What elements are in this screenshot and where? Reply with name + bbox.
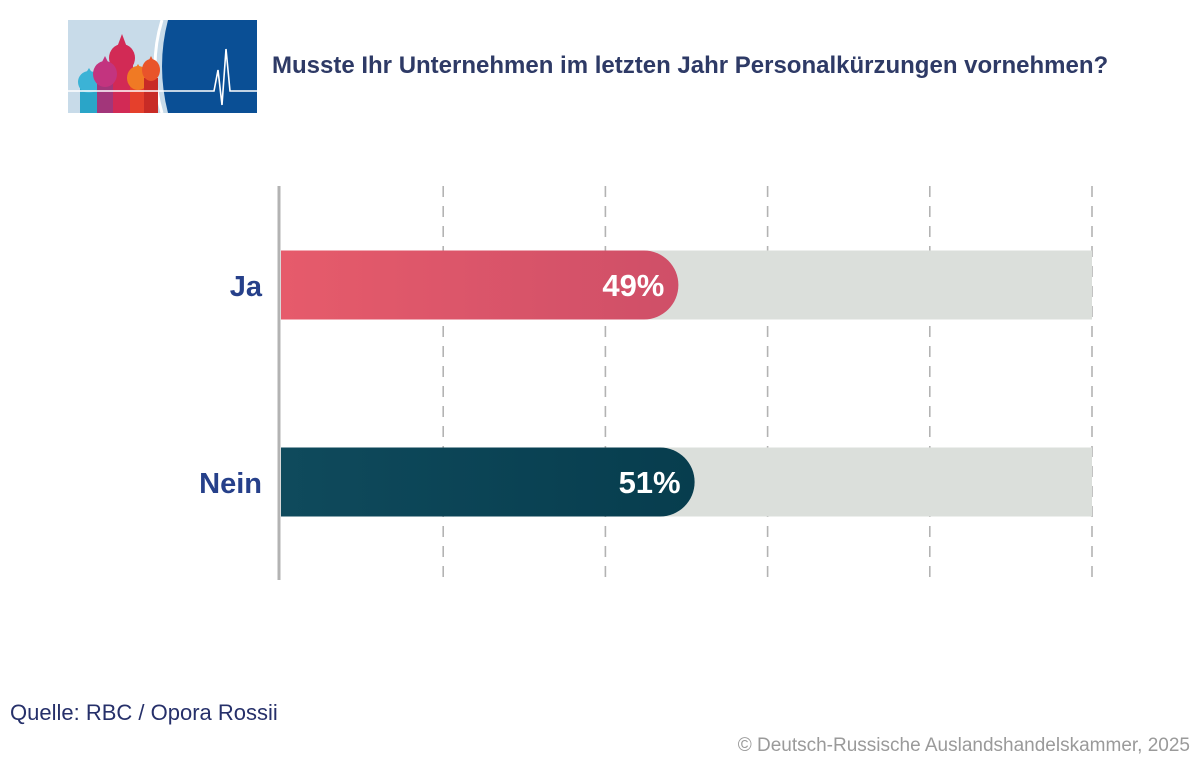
- value-label-nein: 51%: [619, 465, 681, 500]
- category-label-ja: Ja: [230, 271, 263, 303]
- bar-ja: [281, 250, 679, 320]
- chart-title: Musste Ihr Unternehmen im letzten Jahr P…: [272, 52, 1109, 79]
- copyright-note: © Deutsch-Russische Auslandshandelskamme…: [737, 735, 1190, 756]
- bar-nein: [281, 447, 695, 517]
- value-label-ja: 49%: [602, 268, 664, 303]
- cathedral-heartbeat-logo-icon: [68, 20, 257, 113]
- category-label-nein: Nein: [199, 468, 262, 500]
- source-note: Quelle: RBC / Opora Rossii: [10, 700, 278, 725]
